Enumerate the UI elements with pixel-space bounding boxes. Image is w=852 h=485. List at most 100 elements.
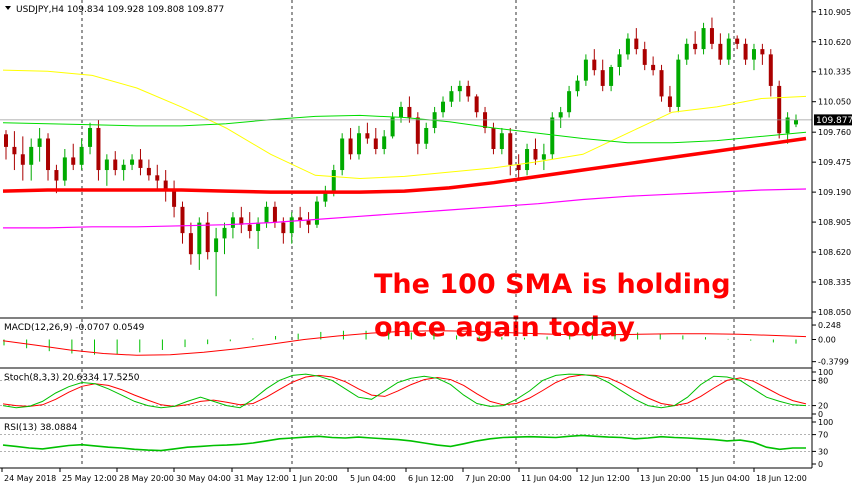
stochastic-main-line	[2, 373, 807, 409]
time-axis: 24 May 2018 25 May 12:00 28 May 20:00 30 Ma…	[1, 468, 807, 483]
candle-body	[71, 157, 76, 165]
axis-tick-label: 70	[818, 431, 828, 440]
candle-body	[298, 217, 303, 221]
candle-body	[533, 149, 538, 160]
candle-body	[508, 133, 513, 165]
axis-tick-label: 0.00	[818, 336, 836, 345]
candle-body	[718, 43, 723, 60]
candle-body	[382, 136, 387, 150]
axis-tick-label: 100	[818, 418, 833, 427]
candle-body	[634, 38, 639, 50]
candle-body	[323, 191, 328, 202]
axis-tick-label: 30	[818, 447, 828, 456]
axis-tick-label: 80	[818, 376, 828, 385]
candle-body	[121, 164, 126, 171]
time-tick-label: 12 Jun 12:00	[579, 474, 630, 483]
candle-body	[96, 127, 101, 171]
candle-body	[272, 206, 277, 223]
candle-body	[491, 127, 496, 150]
axis-tick-label: 100	[818, 368, 833, 377]
candle-body	[709, 28, 714, 44]
price-panel: 110.905 110.620 110.335 110.050 109.760 109.4…	[0, 0, 852, 343]
candle-body	[373, 138, 378, 150]
time-tick-label: 7 Jun 20:00	[465, 474, 511, 483]
candle-body	[667, 96, 672, 107]
candle-body	[558, 112, 563, 118]
candle-body	[609, 66, 614, 86]
candle-body	[457, 85, 462, 92]
axis-tick-label: 109.475	[818, 158, 851, 167]
candle-body	[449, 91, 454, 102]
candle-body	[4, 134, 8, 147]
axis-tick-label: 20	[818, 402, 828, 411]
candle-body	[525, 149, 530, 171]
candle-body	[390, 117, 395, 137]
axis-tick-label: 108.620	[818, 248, 851, 257]
candle-body	[163, 180, 168, 192]
candle-body	[222, 227, 227, 239]
current-price-box	[814, 114, 852, 126]
chart-title: USDJPY,H4 109.834 109.928 109.808 109.87…	[16, 5, 224, 15]
candle-body	[205, 222, 210, 253]
symbol-dropdown-icon[interactable]	[5, 6, 11, 10]
candle-body	[499, 133, 504, 150]
candle-body	[172, 191, 177, 207]
candle-body	[256, 222, 261, 232]
candle-body	[46, 138, 51, 171]
axis-tick-label: 0.248	[818, 321, 841, 330]
axis-tick-label: 109.190	[818, 188, 851, 197]
annotation-line-2: once again today	[374, 312, 635, 343]
candle-body	[104, 159, 109, 171]
candle-body	[794, 119, 798, 125]
axis-tick-label: 0	[818, 460, 823, 469]
time-tick-label: 11 Jun 04:00	[521, 474, 572, 483]
rsi-levels	[0, 434, 812, 452]
candle-body	[264, 206, 269, 223]
period-separators	[81, 319, 735, 367]
candle-body	[567, 91, 572, 113]
time-tick-label: 24 May 2018	[4, 474, 56, 483]
rsi-panel: 100 70 30 0 RSI(13) 38.0884	[0, 417, 833, 469]
candle-body	[441, 101, 446, 113]
time-tick-label: 25 May 12:00	[62, 474, 117, 483]
axis-tick-label: -0.3799	[818, 358, 849, 367]
time-tick-label: 6 Jun 12:00	[408, 474, 454, 483]
candle-body	[550, 117, 555, 155]
axis-tick-label: 110.905	[818, 8, 851, 17]
candle-body	[583, 59, 588, 81]
candle-body	[684, 43, 689, 60]
candle-body	[701, 28, 706, 50]
candle-body	[760, 49, 765, 55]
candle-body	[113, 159, 118, 171]
candle-body	[214, 238, 219, 253]
candle-body	[306, 220, 311, 225]
rsi-label: RSI(13) 38.0884	[4, 423, 77, 433]
annotation-line-1: The 100 SMA is holding	[374, 269, 731, 300]
candle-body	[676, 59, 681, 107]
candle-body	[79, 146, 84, 165]
candle-body	[12, 146, 17, 155]
axis-tick-label: 110.050	[818, 98, 851, 107]
axis-tick-label: 110.335	[818, 68, 851, 77]
time-tick-label: 13 Jun 20:00	[640, 474, 691, 483]
current-price-label: 109.877	[816, 116, 852, 126]
candle-body	[155, 175, 160, 181]
candle-body	[239, 217, 244, 225]
candle-body	[751, 49, 756, 60]
axis-tick-label: 110.620	[818, 38, 851, 47]
rsi-axis: 100 70 30 0	[812, 418, 833, 469]
candle-body	[62, 157, 67, 181]
candle-body	[20, 154, 25, 165]
candle-body	[365, 133, 370, 139]
candle-body	[735, 38, 740, 44]
candle-body	[180, 206, 185, 234]
time-tick-label: 28 May 20:00	[119, 474, 174, 483]
macd-axis: 0.248 0.00 -0.3799	[812, 321, 849, 367]
candle-body	[625, 38, 630, 55]
candle-body	[575, 80, 580, 92]
candle-body	[146, 167, 151, 176]
